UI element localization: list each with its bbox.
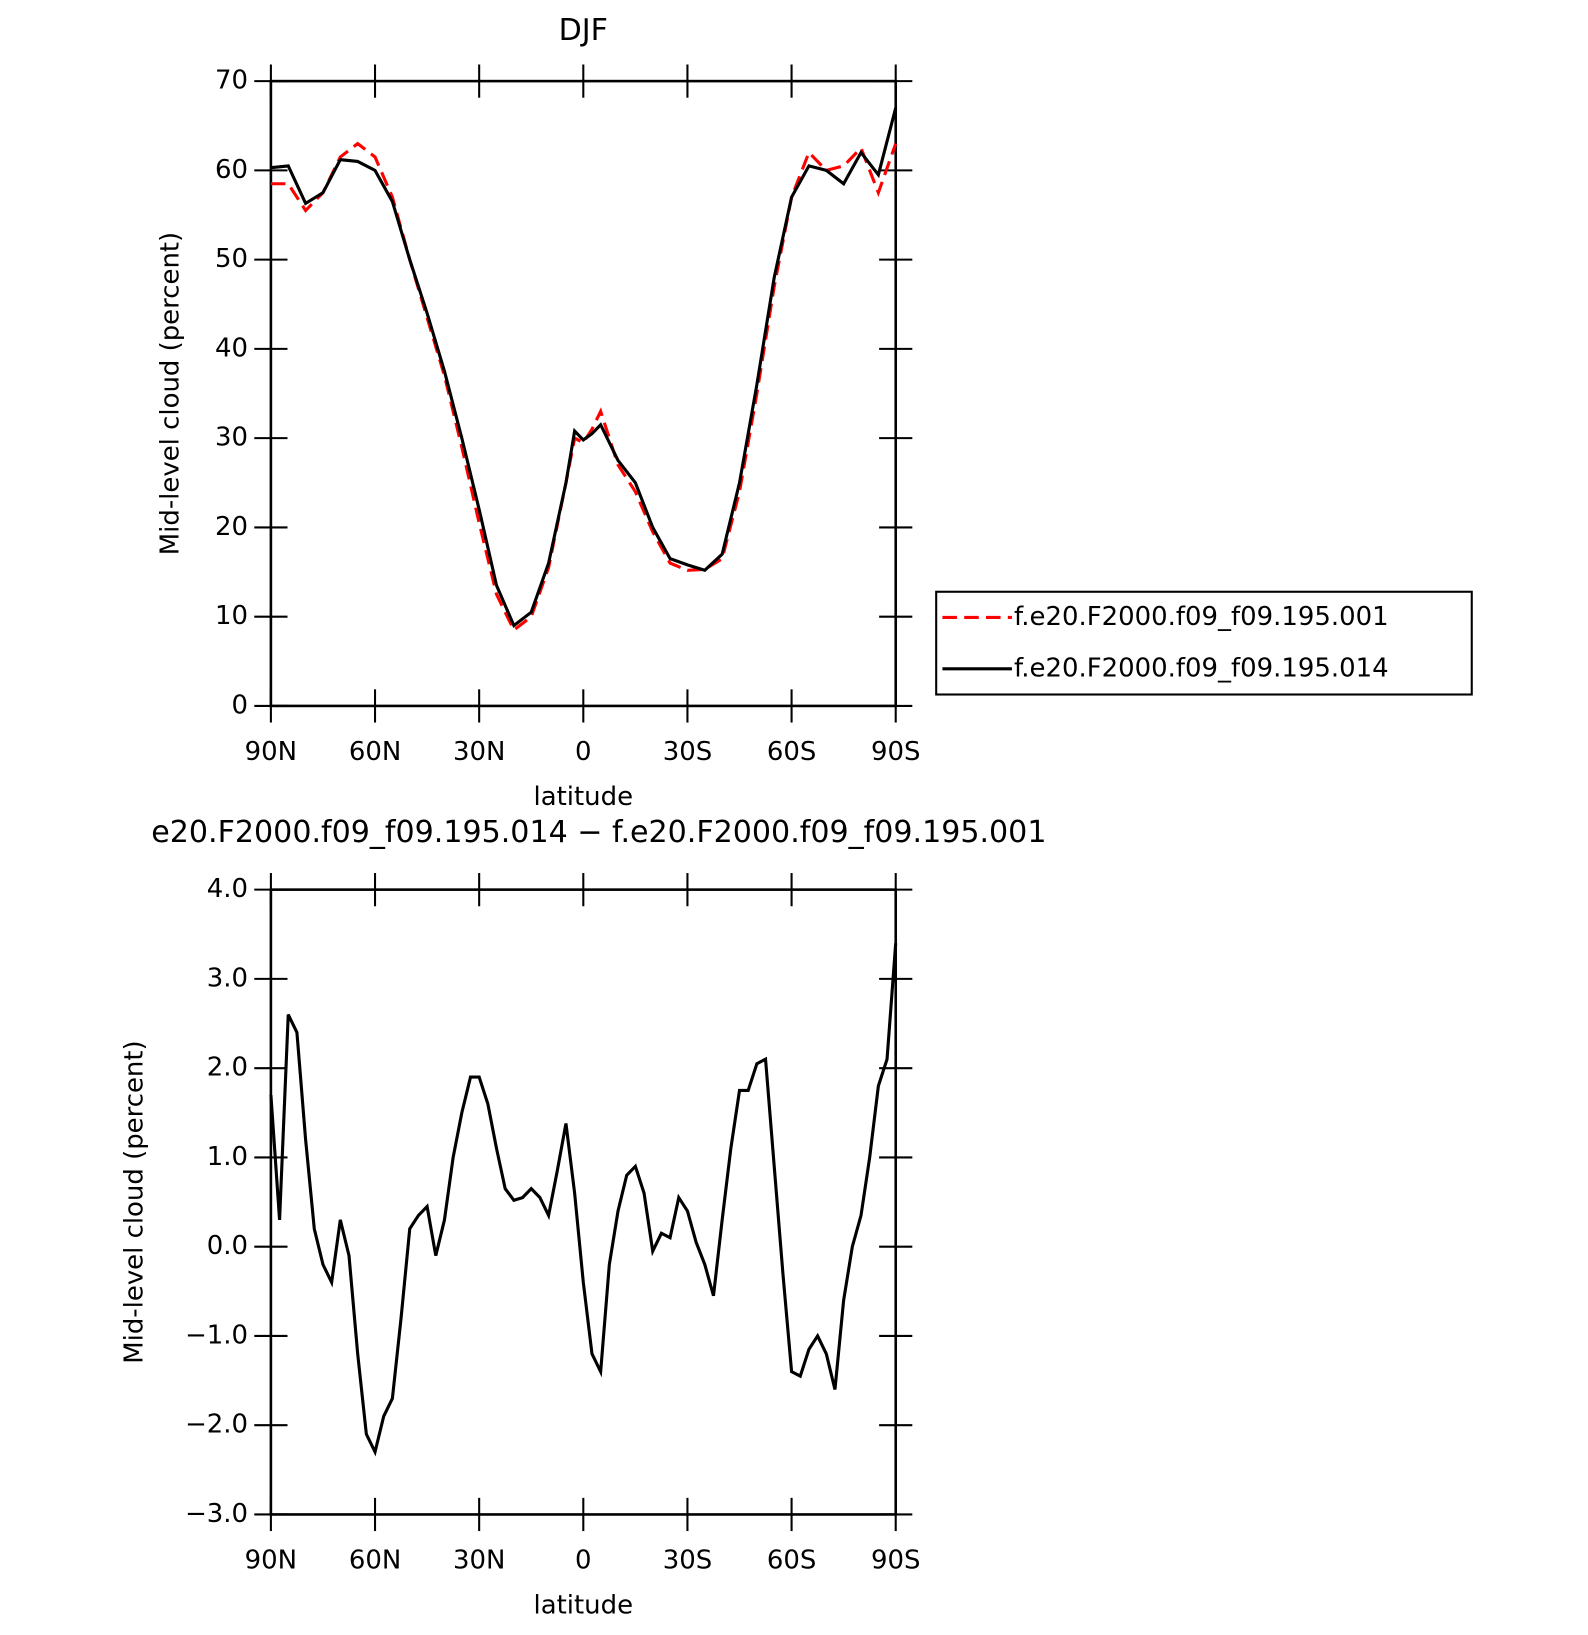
x-axis-label: latitude (534, 1590, 634, 1620)
chart-title: DJF (559, 13, 608, 48)
y-tick-label: −1.0 (185, 1320, 248, 1350)
x-tick-label: 0 (575, 1546, 592, 1576)
x-tick-label: 0 (575, 737, 592, 767)
y-tick-label: 0 (232, 690, 249, 720)
x-axis-label: latitude (534, 782, 634, 812)
x-tick-label: 30N (453, 737, 505, 767)
y-tick-label: −2.0 (185, 1410, 248, 1440)
x-tick-label: 90N (245, 1546, 297, 1576)
x-tick-label: 30S (663, 1546, 712, 1576)
y-tick-label: 40 (215, 333, 248, 363)
y-tick-label: 10 (215, 601, 248, 631)
series-line (270, 141, 898, 633)
y-tick-label: 50 (215, 244, 248, 274)
x-tick-label: 90S (871, 737, 920, 767)
x-tick-label: 60S (767, 737, 816, 767)
y-tick-label: 1.0 (207, 1142, 248, 1172)
x-tick-label: 60N (349, 737, 401, 767)
y-axis-label: Mid-level cloud (percent) (156, 232, 186, 555)
y-tick-label: 3.0 (207, 963, 248, 993)
y-tick-label: 30 (215, 423, 248, 453)
x-tick-label: 90S (871, 1546, 920, 1576)
chart-title: e20.F2000.f09_f09.195.014 − f.e20.F2000.… (151, 815, 1046, 850)
y-tick-label: 70 (215, 66, 248, 96)
x-tick-label: 60S (767, 1546, 816, 1576)
y-tick-label: 0.0 (207, 1231, 248, 1261)
y-tick-label: −3.0 (185, 1499, 248, 1529)
y-tick-label: 4.0 (207, 874, 248, 904)
y-axis-label: Mid-level cloud (percent) (119, 1040, 149, 1363)
y-tick-label: 60 (215, 155, 248, 185)
x-tick-label: 30N (453, 1546, 505, 1576)
legend-label: f.e20.F2000.f09_f09.195.014 (1014, 653, 1389, 683)
series-line (269, 943, 898, 1457)
legend-label: f.e20.F2000.f09_f09.195.001 (1014, 602, 1389, 632)
legend-box (935, 590, 1473, 696)
x-tick-label: 90N (245, 737, 297, 767)
y-tick-label: 2.0 (207, 1053, 248, 1083)
x-tick-label: 30S (663, 737, 712, 767)
plot-frame (269, 888, 898, 1516)
x-tick-label: 60N (349, 1546, 401, 1576)
series-line (270, 107, 898, 629)
plot-frame (269, 79, 898, 708)
y-tick-label: 20 (215, 512, 248, 542)
